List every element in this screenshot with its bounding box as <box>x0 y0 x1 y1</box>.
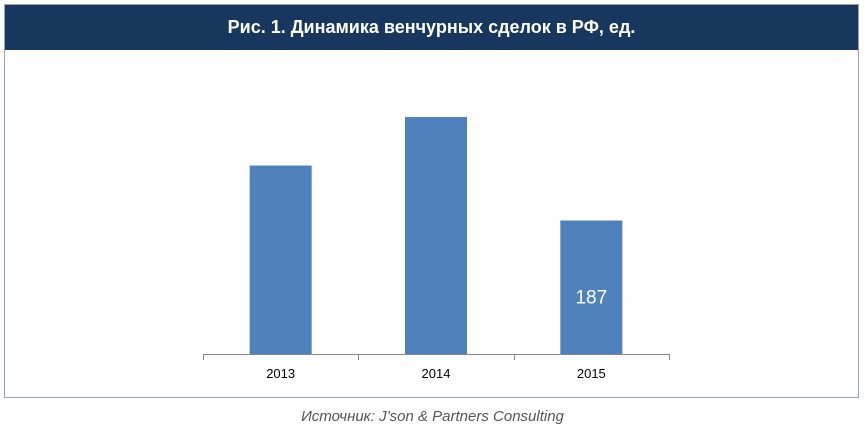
x-tick-label: 2013 <box>266 366 295 381</box>
bar-data-label: 187 <box>575 288 607 309</box>
bar-2015 <box>560 220 623 354</box>
bar-2013 <box>249 165 312 354</box>
figure-frame: Рис. 1. Динамика венчурных сделок в РФ, … <box>4 4 859 398</box>
chart-title: Рис. 1. Динамика венчурных сделок в РФ, … <box>5 5 858 50</box>
x-tick-label: 2014 <box>422 366 451 381</box>
x-tick-label: 2015 <box>577 366 606 381</box>
bar-2014 <box>405 117 467 354</box>
bar-chart: 2013 2014 2015 187 <box>203 117 670 381</box>
source-caption: Источник: J’son & Partners Consulting <box>301 408 564 425</box>
